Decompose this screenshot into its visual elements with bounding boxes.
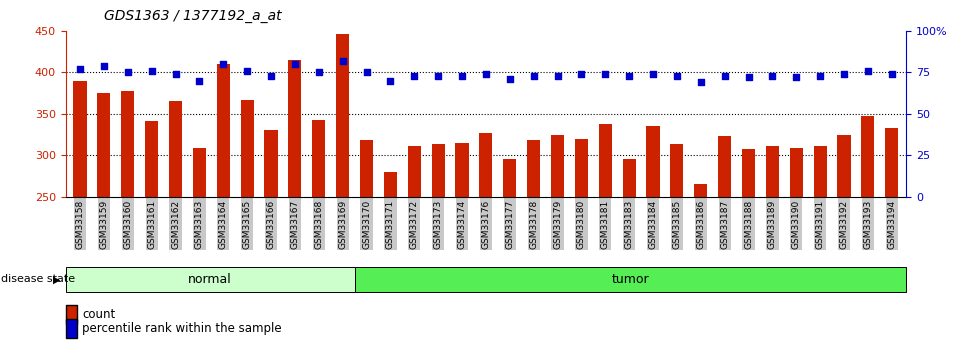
Point — [693, 80, 708, 85]
Bar — [216, 64, 230, 197]
Point — [860, 68, 875, 73]
Bar — [98, 93, 110, 197]
Bar — [551, 135, 564, 197]
Point — [717, 73, 732, 79]
Bar — [360, 140, 373, 197]
Bar — [885, 128, 898, 197]
Point — [526, 73, 541, 79]
Bar — [169, 101, 182, 197]
Bar — [575, 139, 588, 197]
Text: disease state: disease state — [1, 275, 75, 284]
Point — [550, 73, 565, 79]
Point — [502, 76, 518, 82]
Bar — [646, 126, 660, 197]
Text: GDS1363 / 1377192_a_at: GDS1363 / 1377192_a_at — [104, 9, 282, 23]
Bar — [408, 146, 421, 197]
Point — [72, 66, 88, 72]
Point — [765, 73, 781, 79]
Bar — [121, 91, 134, 197]
Point — [454, 73, 469, 79]
Bar — [670, 145, 684, 197]
Point — [788, 75, 804, 80]
Bar — [73, 81, 87, 197]
Bar — [838, 135, 851, 197]
Point — [358, 70, 374, 75]
Point — [335, 58, 351, 63]
Point — [215, 61, 231, 67]
Bar — [312, 120, 326, 197]
Point — [669, 73, 685, 79]
Bar — [193, 148, 206, 197]
Bar — [288, 60, 301, 197]
Bar — [384, 172, 397, 197]
Text: normal: normal — [188, 273, 232, 286]
Bar — [455, 143, 469, 197]
Bar — [695, 184, 707, 197]
Point — [812, 73, 828, 79]
Bar — [862, 116, 874, 197]
Bar — [145, 121, 158, 197]
Text: percentile rank within the sample: percentile rank within the sample — [82, 322, 282, 335]
Point — [574, 71, 589, 77]
Bar — [622, 159, 636, 197]
Bar — [336, 33, 350, 197]
Text: ▶: ▶ — [53, 275, 61, 284]
Point — [837, 71, 852, 77]
Point — [311, 70, 327, 75]
Bar — [813, 146, 827, 197]
Point — [884, 71, 899, 77]
Bar — [479, 133, 493, 197]
Bar — [527, 139, 540, 197]
Bar — [265, 130, 277, 197]
Point — [168, 71, 184, 77]
Bar — [241, 100, 254, 197]
Text: tumor: tumor — [611, 273, 649, 286]
Point — [144, 68, 159, 73]
Point — [478, 71, 494, 77]
Bar — [718, 136, 731, 197]
Point — [240, 68, 255, 73]
Bar — [790, 148, 803, 197]
Point — [741, 75, 756, 80]
Point — [120, 70, 135, 75]
Point — [621, 73, 637, 79]
Point — [407, 73, 422, 79]
Bar — [766, 146, 779, 197]
Point — [191, 78, 207, 83]
Bar — [66, 267, 355, 292]
Bar — [742, 149, 755, 197]
Bar — [503, 159, 517, 197]
Bar — [599, 124, 611, 197]
Point — [383, 78, 398, 83]
Point — [431, 73, 446, 79]
Bar — [355, 267, 906, 292]
Point — [598, 71, 613, 77]
Text: count: count — [82, 308, 115, 321]
Bar — [432, 144, 444, 197]
Point — [645, 71, 661, 77]
Point — [97, 63, 112, 69]
Point — [264, 73, 279, 79]
Point — [287, 61, 302, 67]
